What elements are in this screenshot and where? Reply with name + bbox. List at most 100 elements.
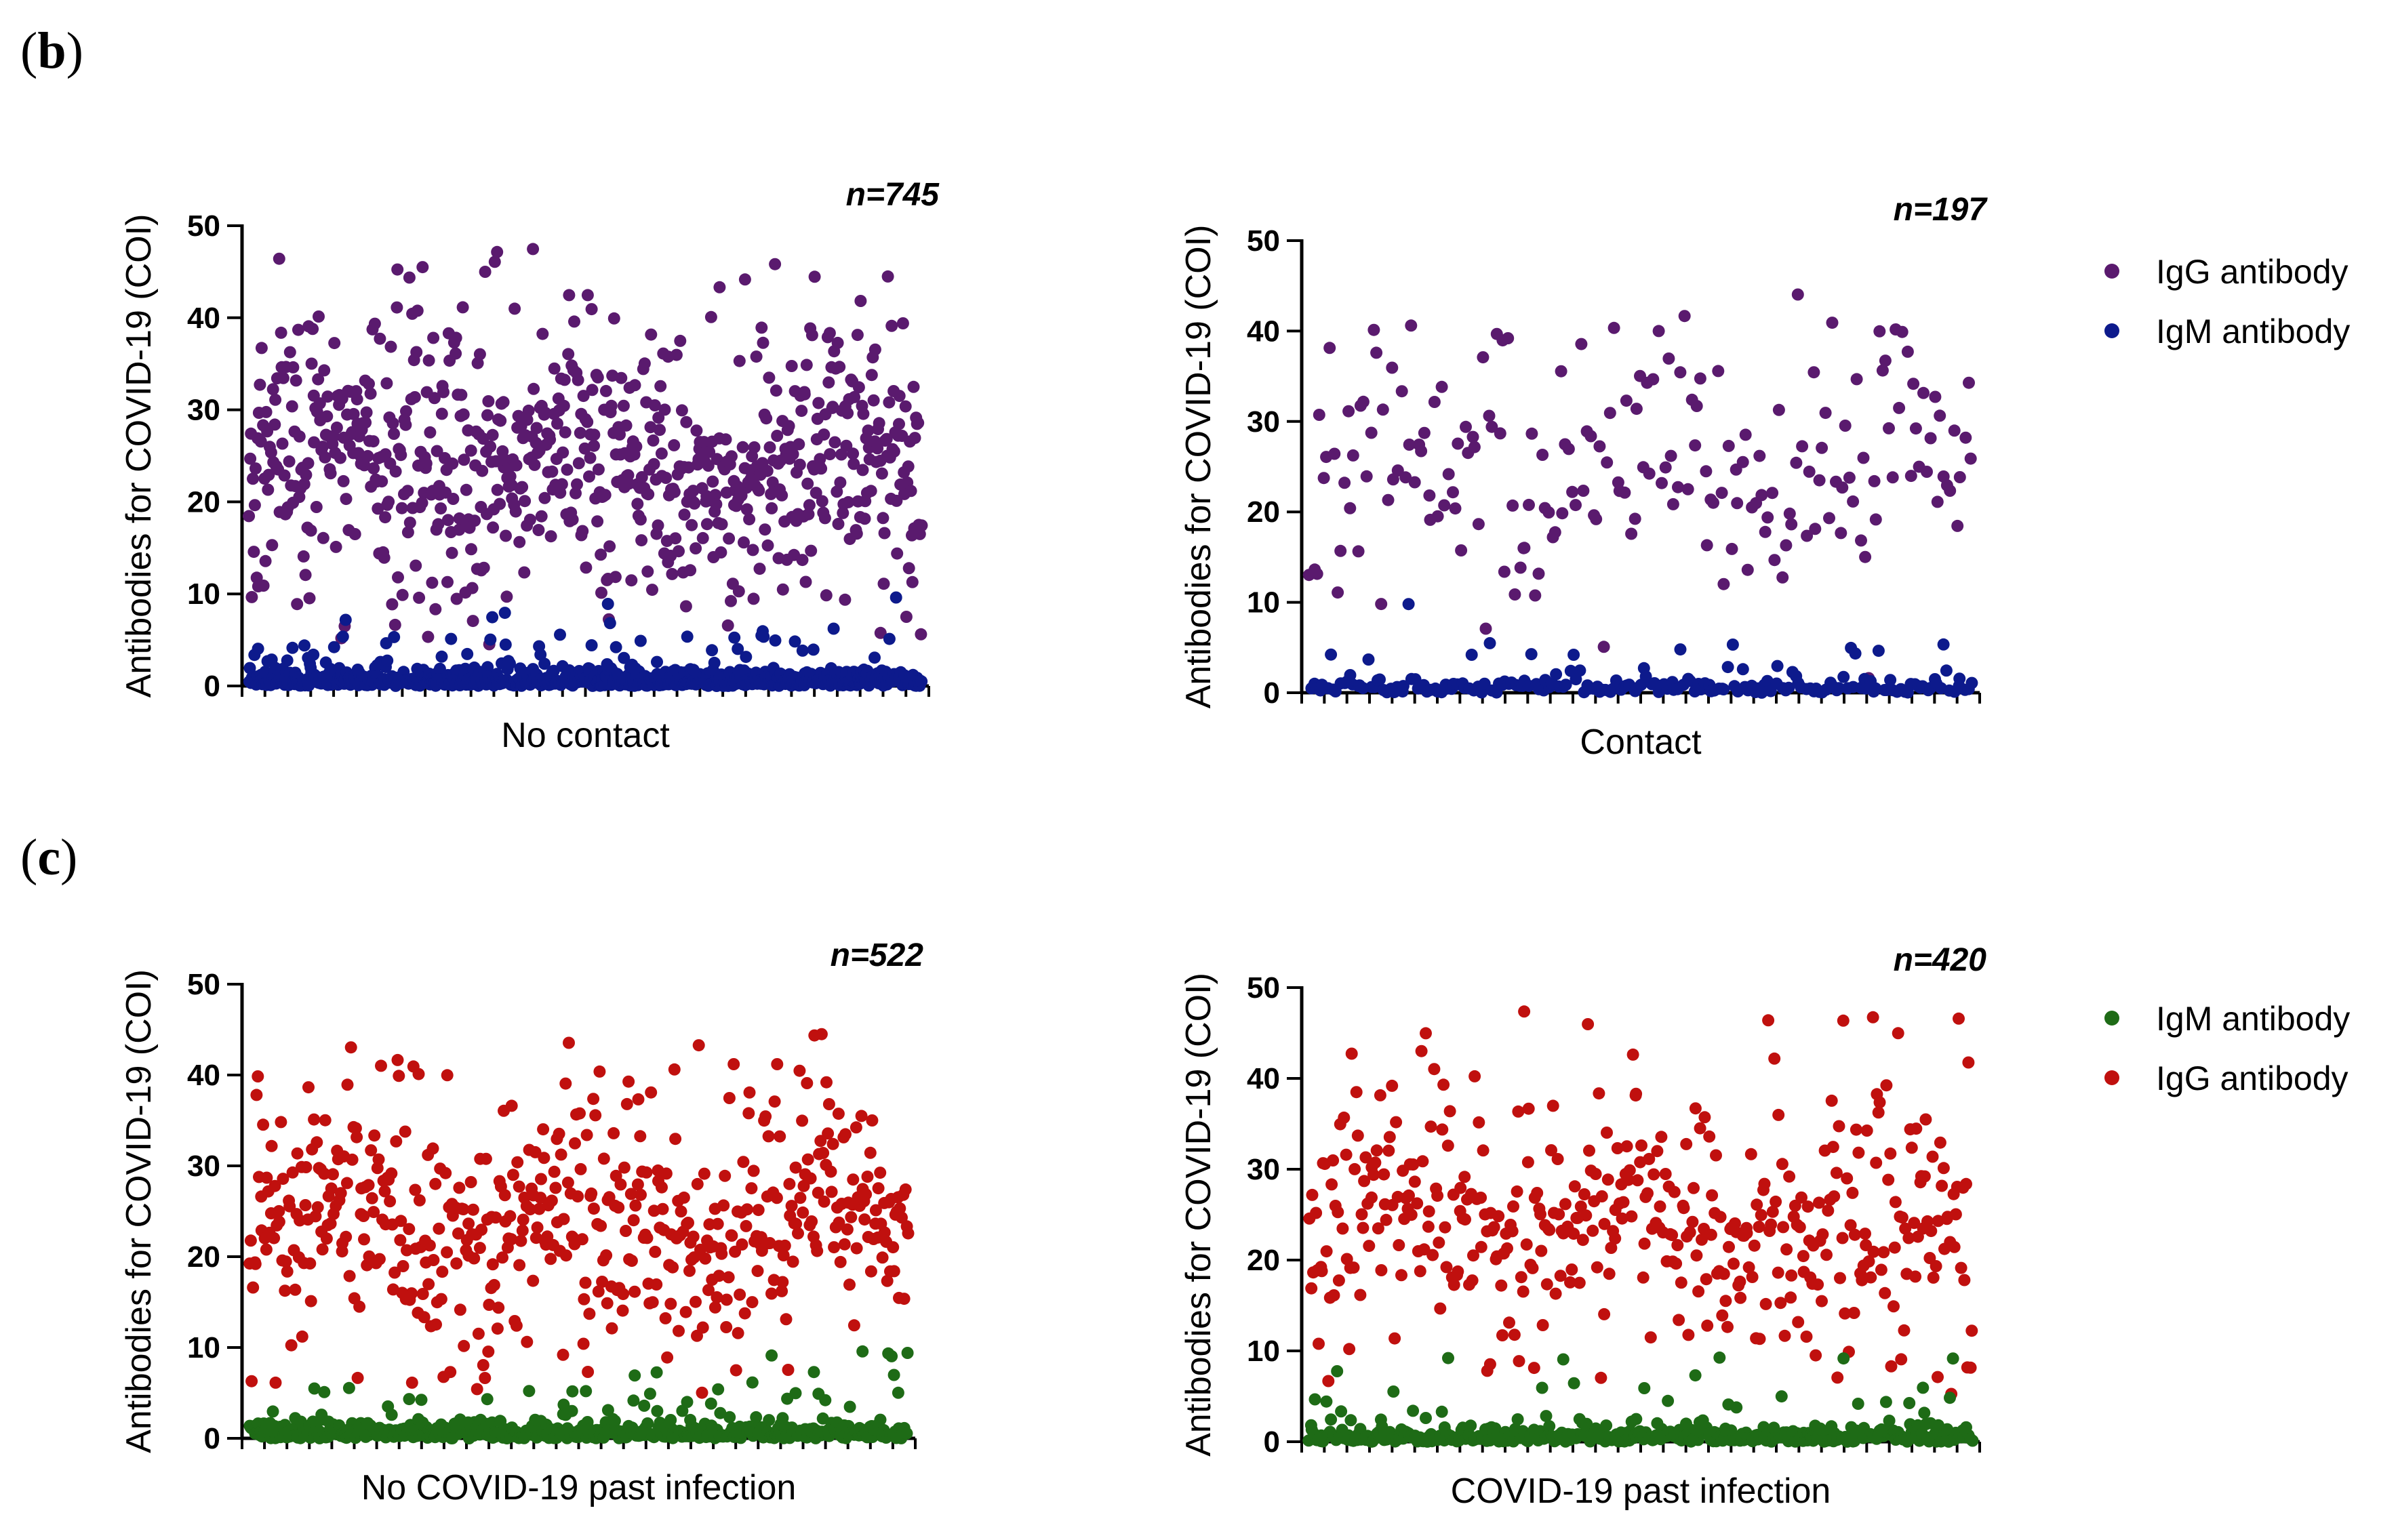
igg-point <box>1311 567 1323 580</box>
igg-point <box>1780 1243 1793 1256</box>
igg-point <box>593 1065 606 1078</box>
igg-point <box>1603 407 1616 420</box>
igg-point <box>745 1182 758 1195</box>
igg-point <box>690 424 703 437</box>
igg-point <box>266 383 279 396</box>
igg-point <box>441 514 454 527</box>
panel-label-b: (b) <box>20 22 83 79</box>
igm-point <box>1325 648 1338 661</box>
igg-point <box>1573 1276 1586 1289</box>
igg-point <box>1800 1331 1813 1343</box>
igg-point <box>275 326 287 339</box>
igg-point <box>491 483 504 496</box>
igg-point <box>812 1186 824 1199</box>
igg-point <box>1689 439 1702 452</box>
igg-point <box>815 1028 828 1040</box>
igg-point <box>351 393 363 406</box>
igg-point <box>1380 1213 1393 1226</box>
igg-point <box>486 428 499 441</box>
igg-point <box>441 1246 454 1259</box>
igm-point <box>681 630 694 643</box>
igg-point <box>747 1164 760 1177</box>
x-axis-label: Contact <box>1580 723 1702 762</box>
igm-point <box>1435 1405 1448 1418</box>
igg-point <box>1831 1371 1844 1384</box>
igg-point <box>1847 495 1860 508</box>
igg-point <box>876 1251 889 1264</box>
igm-point <box>1884 674 1897 687</box>
y-tick-label: 10 <box>187 1331 220 1364</box>
legend-c-label-igg: IgG antibody <box>2156 1059 2349 1097</box>
igg-point <box>521 1335 534 1348</box>
igg-point <box>245 590 258 603</box>
igg-point <box>855 1110 868 1122</box>
igg-point <box>449 347 462 360</box>
igg-point <box>491 1322 504 1335</box>
igg-point <box>277 371 289 384</box>
igg-point <box>416 261 429 274</box>
igg-point <box>391 1053 404 1066</box>
igg-point <box>1892 1027 1904 1040</box>
igg-point <box>245 1375 258 1387</box>
igg-point <box>896 1211 908 1224</box>
igg-point <box>1904 470 1917 483</box>
y-tick-label: 0 <box>204 1422 220 1455</box>
legend-c-marker-igg <box>2104 1070 2119 1085</box>
igg-point <box>1841 1172 1854 1185</box>
igg-point <box>441 575 454 588</box>
igg-point <box>596 1276 609 1288</box>
igg-point <box>628 379 641 392</box>
igg-point <box>715 518 728 531</box>
igg-point <box>1360 470 1373 483</box>
igg-point <box>306 323 319 336</box>
igg-point <box>401 526 414 539</box>
igg-point <box>670 348 683 361</box>
igg-point <box>1565 1263 1578 1276</box>
igg-point <box>875 467 888 480</box>
igg-point <box>635 471 648 483</box>
x-axis-label: COVID-19 past infection <box>1451 1472 1831 1511</box>
igg-point <box>850 527 863 540</box>
igg-point <box>1586 1224 1599 1237</box>
igg-point <box>285 1339 298 1352</box>
igg-point <box>1694 372 1706 385</box>
igg-point <box>783 1177 796 1190</box>
igg-point <box>1921 466 1933 478</box>
igg-point <box>692 1039 705 1052</box>
igg-point <box>887 1241 900 1254</box>
igg-point <box>907 380 920 393</box>
igg-point <box>278 469 291 482</box>
igg-point <box>559 1077 572 1090</box>
igg-point <box>591 515 604 528</box>
igg-point <box>580 1129 593 1141</box>
igg-point <box>362 1179 375 1192</box>
igg-point <box>410 346 423 359</box>
igg-point <box>1513 1355 1525 1368</box>
igg-point <box>1466 430 1479 443</box>
igg-point <box>436 1265 449 1278</box>
igg-point <box>1710 1149 1722 1162</box>
igg-point <box>1797 1250 1810 1263</box>
igg-point <box>321 390 334 403</box>
igg-point <box>534 1192 547 1204</box>
igg-point <box>388 618 401 631</box>
igg-point <box>857 407 870 420</box>
igm-point <box>1335 1405 1348 1418</box>
igg-point <box>1960 1177 1972 1190</box>
igm-point <box>1849 647 1862 660</box>
igm-point <box>1362 653 1375 666</box>
igg-point <box>1351 1129 1364 1142</box>
igg-point <box>500 529 512 542</box>
igg-point <box>456 301 469 314</box>
igg-point <box>614 428 626 441</box>
y-tick-label: 40 <box>187 302 220 335</box>
igg-point <box>279 1284 292 1297</box>
igg-point <box>569 1137 581 1150</box>
igg-point <box>851 329 864 342</box>
igg-point <box>250 1089 263 1101</box>
igg-point <box>1751 1198 1763 1211</box>
igg-point <box>1414 1265 1426 1278</box>
igg-point <box>396 588 409 601</box>
igg-point <box>1441 1139 1454 1152</box>
igg-point <box>1846 1186 1859 1199</box>
